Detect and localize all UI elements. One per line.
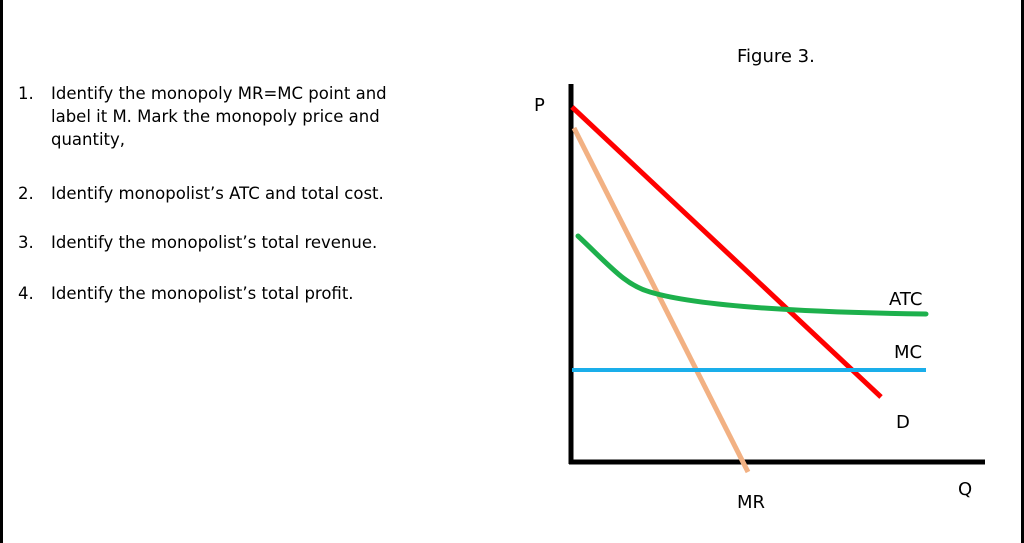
question-item-4: 4. Identify the monopolist’s total profi…	[18, 282, 354, 305]
question-text: Identify the monopolist’s total profit.	[51, 284, 354, 303]
question-number: 2.	[18, 184, 34, 203]
mc-label: MC	[894, 342, 922, 363]
demand-label: D	[896, 412, 910, 433]
question-text: Identify the monopoly MR=MC point and la…	[51, 84, 387, 149]
atc-curve	[575, 233, 929, 317]
demand-curve	[570, 105, 883, 399]
question-text: Identify the monopolist’s total revenue.	[51, 233, 378, 252]
right-border	[1021, 0, 1024, 543]
left-border	[0, 0, 3, 543]
question-item-3: 3. Identify the monopolist’s total reven…	[18, 231, 377, 254]
question-item-2: 2. Identify monopolist’s ATC and total c…	[18, 182, 384, 205]
mr-curve	[571, 126, 751, 474]
y-axis-label: P	[534, 95, 545, 116]
question-text: Identify monopolist’s ATC and total cost…	[51, 184, 384, 203]
question-item-1: 1. Identify the monopoly MR=MC point and…	[18, 82, 411, 151]
mr-label: MR	[737, 492, 765, 513]
question-number: 4.	[18, 284, 34, 303]
question-number: 1.	[18, 84, 34, 103]
x-axis-label: Q	[958, 479, 972, 500]
figure-title: Figure 3.	[737, 46, 815, 67]
question-number: 3.	[18, 233, 34, 252]
atc-label: ATC	[889, 289, 922, 310]
